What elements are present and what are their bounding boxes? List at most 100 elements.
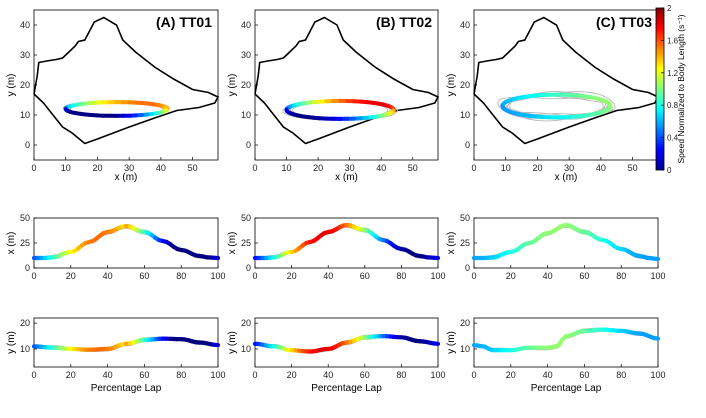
x-tick-label: 0 (471, 370, 476, 380)
y-tick-label: 20 (241, 318, 251, 328)
y-tick-label: 0 (25, 140, 30, 150)
x-tick-label: 60 (139, 370, 149, 380)
colorbar-tick-label: 0.8 (667, 101, 679, 110)
y-tick-label: 50 (20, 213, 30, 223)
x-tick-label: 50 (188, 163, 198, 173)
panel-B-top: 0 10 20 30 40 50 0 10 20 30 40 x (m) y (m) (B) TT02 (227, 9, 440, 183)
y-tick-label: 30 (460, 50, 470, 60)
x-axis-label: Percentage Lap (311, 383, 382, 394)
x-tick-label: 10 (61, 163, 71, 173)
colorbar-tick-label: 0 (667, 166, 672, 175)
y-tick-label: 20 (460, 318, 470, 328)
x-tick-label: 40 (543, 271, 553, 281)
y-tick-label: 40 (20, 20, 30, 30)
y-axis-label: y (m) (227, 331, 238, 354)
y-tick-label: 20 (20, 318, 30, 328)
x-tick-label: 20 (532, 163, 542, 173)
x-axis-label: x (m) (555, 172, 578, 183)
colorbar: 0 0.4 0.8 1.2 1.6 2 Speed Normalized to Body … (655, 4, 686, 175)
panel-title: (C) TT03 (596, 14, 652, 30)
x-axis-label: Percentage Lap (531, 383, 602, 394)
x-tick-label: 60 (360, 370, 370, 380)
y-tick-label: 40 (460, 20, 470, 30)
x-tick-label: 100 (210, 370, 225, 380)
colorbar-tick-label: 0.4 (667, 134, 679, 143)
x-tick-label: 100 (210, 271, 225, 281)
y-tick-label: 0 (25, 263, 30, 273)
x-tick-label: 80 (616, 370, 626, 380)
x-tick-label: 20 (287, 271, 297, 281)
x-tick-label: 20 (287, 370, 297, 380)
panel-title: (A) TT01 (156, 14, 212, 30)
y-axis-label: x (m) (446, 232, 457, 255)
x-tick-label: 40 (323, 271, 333, 281)
y-axis-label: y (m) (446, 74, 457, 97)
x-tick-label: 0 (252, 370, 257, 380)
x-tick-label: 0 (252, 271, 257, 281)
shoreline-line (254, 16, 440, 145)
y-tick-label: 10 (20, 344, 30, 354)
y-tick-label: 50 (460, 213, 470, 223)
x-tick-label: 0 (471, 271, 476, 281)
x-axis-label: x (m) (115, 172, 138, 183)
y-axis-label: x (m) (6, 232, 17, 255)
y-axis-label: y (m) (6, 331, 17, 354)
panel-A-y: 0 20 40 60 80 100 10 20 Percentage Lap y (m) (6, 317, 226, 394)
colorbar-label: Speed Normalized to Body Length (s⁻¹) (676, 14, 686, 163)
y-tick-label: 30 (241, 50, 251, 60)
x-tick-label: 40 (543, 370, 553, 380)
panel-title: (B) TT02 (376, 14, 432, 30)
x-tick-label: 0 (31, 163, 36, 173)
x-tick-label: 0 (252, 163, 257, 173)
x-tick-label: 20 (92, 163, 102, 173)
shoreline-line (33, 16, 220, 145)
x-tick-label: 20 (313, 163, 323, 173)
x-tick-label: 80 (176, 370, 186, 380)
y-tick-label: 0 (246, 263, 251, 273)
lap-trajectory-line (497, 91, 616, 119)
speed-segment (652, 336, 661, 341)
x-tick-label: 30 (345, 163, 355, 173)
axes-box (473, 317, 659, 368)
axes-box (254, 9, 439, 161)
panel-B-y: 0 20 40 60 80 100 10 20 Percentage Lap y (m) (227, 317, 446, 394)
y-tick-label: 50 (241, 213, 251, 223)
colorbar-tick-label: 1.6 (667, 36, 679, 45)
colorbar-tick-label: 2 (667, 4, 672, 13)
y-tick-label: 0 (465, 263, 470, 273)
panel-C-y: 0 20 40 60 80 100 10 20 Percentage Lap y (m) (446, 317, 666, 394)
x-tick-label: 0 (31, 271, 36, 281)
x-tick-label: 100 (430, 271, 445, 281)
panel-C-top: 0 10 20 30 40 50 0 10 20 30 40 x (m) y (m) (C) TT03 (446, 9, 660, 183)
x-tick-label: 20 (66, 271, 76, 281)
y-tick-label: 20 (460, 80, 470, 90)
speed-segment (63, 107, 69, 112)
x-tick-label: 10 (282, 163, 292, 173)
axes-box (473, 9, 659, 161)
y-tick-label: 30 (20, 50, 30, 60)
x-tick-label: 40 (156, 163, 166, 173)
axes-box (33, 317, 219, 368)
x-tick-label: 100 (650, 370, 665, 380)
x-tick-label: 100 (650, 271, 665, 281)
y-axis-label: y (m) (6, 74, 17, 97)
x-tick-label: 80 (616, 271, 626, 281)
y-axis-label: y (m) (227, 74, 238, 97)
axes-box (33, 9, 219, 161)
x-tick-label: 30 (124, 163, 134, 173)
y-tick-label: 20 (241, 80, 251, 90)
x-tick-label: 60 (579, 370, 589, 380)
panel-A-x: 0 20 40 60 80 100 0 25 50x (m) (6, 213, 226, 281)
x-axis-label: Percentage Lap (91, 383, 162, 394)
y-tick-label: 25 (460, 238, 470, 248)
x-tick-label: 80 (396, 370, 406, 380)
y-tick-label: 10 (460, 344, 470, 354)
x-tick-label: 30 (564, 163, 574, 173)
x-tick-label: 60 (139, 271, 149, 281)
panel-B-x: 0 20 40 60 80 100 0 25 50x (m) (227, 213, 446, 281)
x-tick-label: 40 (596, 163, 606, 173)
y-axis-label: x (m) (227, 232, 238, 255)
x-axis-label: x (m) (335, 172, 358, 183)
x-tick-label: 10 (501, 163, 511, 173)
x-tick-label: 40 (103, 370, 113, 380)
